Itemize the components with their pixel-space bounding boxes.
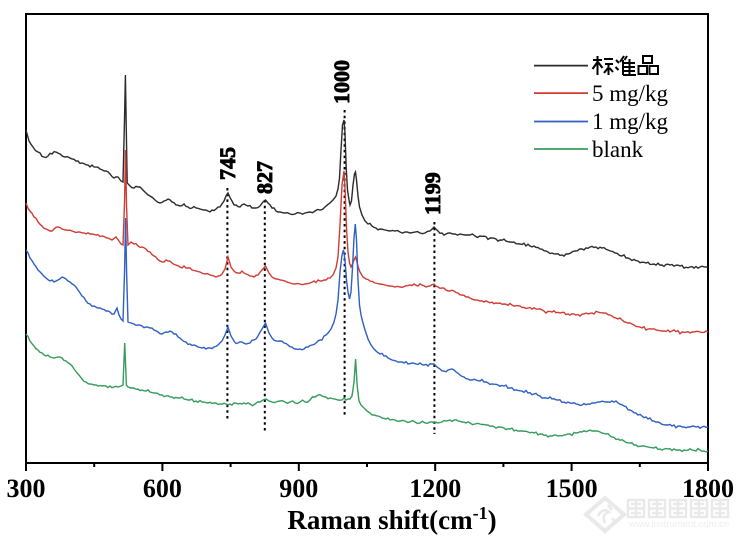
svg-text:1000: 1000 xyxy=(329,60,354,104)
svg-text:745: 745 xyxy=(215,147,240,180)
svg-text:blank: blank xyxy=(592,137,644,162)
svg-text:www.instrument.com.cn: www.instrument.com.cn xyxy=(628,519,729,530)
svg-text:1500: 1500 xyxy=(546,474,598,503)
svg-text:827: 827 xyxy=(252,161,277,194)
svg-text:600: 600 xyxy=(143,474,182,503)
svg-text:Raman shift(cm-1): Raman shift(cm-1) xyxy=(287,503,496,535)
svg-text:5 mg/kg: 5 mg/kg xyxy=(592,81,669,106)
svg-text:900: 900 xyxy=(279,474,318,503)
svg-text:300: 300 xyxy=(7,474,46,503)
svg-text:1800: 1800 xyxy=(682,474,734,503)
svg-text:1200: 1200 xyxy=(409,474,461,503)
svg-text:1199: 1199 xyxy=(420,172,445,215)
svg-text:1 mg/kg: 1 mg/kg xyxy=(592,109,669,134)
